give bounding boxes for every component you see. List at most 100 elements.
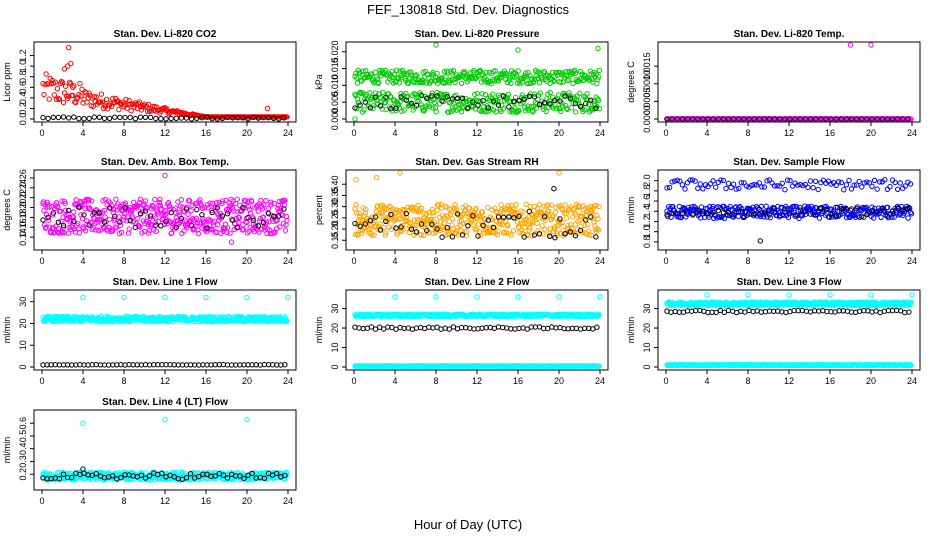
- data-point: [64, 63, 71, 69]
- data-point: [255, 208, 261, 214]
- data-point: [224, 114, 231, 121]
- data-point: [789, 183, 796, 189]
- data-point: [756, 116, 762, 122]
- data-point: [116, 106, 122, 113]
- data-point: [580, 77, 586, 84]
- data-point: [40, 217, 46, 223]
- data-point: [537, 90, 543, 96]
- x-tick-label: 20: [866, 128, 876, 138]
- data-point: [771, 116, 778, 122]
- x-tick-label: 4: [80, 128, 85, 138]
- y-tick-label: 0.0000: [642, 105, 652, 133]
- y-tick-label: 0.6: [18, 81, 28, 94]
- data-point: [163, 116, 169, 122]
- data-point: [369, 94, 375, 101]
- y-tick-label: 0: [330, 364, 340, 369]
- data-point: [52, 79, 58, 85]
- data-point: [490, 91, 496, 97]
- data-point: [282, 227, 289, 233]
- y-tick-label: 0: [18, 364, 28, 369]
- data-point: [595, 76, 601, 83]
- x-tick-label: 4: [704, 128, 709, 138]
- y-tick-label: 0.18: [18, 209, 28, 227]
- data-point: [75, 220, 81, 227]
- data-point: [869, 116, 875, 122]
- y-tick-label: 0.010: [330, 74, 340, 97]
- data-point: [695, 185, 701, 192]
- data-point: [399, 228, 405, 235]
- data-point: [372, 95, 378, 101]
- data-point: [83, 90, 89, 96]
- data-point: [782, 116, 788, 122]
- data-point: [884, 186, 891, 193]
- data-point: [441, 68, 448, 75]
- data-point: [55, 203, 61, 210]
- plot-frame: [33, 289, 297, 371]
- data-point: [82, 228, 89, 234]
- panel-title: Stan. Dev. Line 3 Flow: [737, 277, 842, 288]
- x-tick-label: 16: [513, 376, 523, 386]
- data-point: [60, 224, 67, 230]
- data-point: [547, 89, 553, 96]
- data-point: [91, 114, 98, 120]
- series-1: [664, 203, 915, 222]
- data-point: [900, 116, 906, 122]
- data-point: [234, 196, 241, 203]
- series-1: [40, 44, 290, 120]
- x-tick-label: 16: [513, 256, 523, 266]
- data-point: [563, 105, 570, 112]
- data-point: [874, 186, 880, 192]
- data-point: [439, 91, 445, 98]
- data-point: [418, 79, 425, 86]
- data-point: [543, 108, 549, 115]
- data-point: [194, 206, 200, 213]
- y-tick-label: 0.005: [330, 91, 340, 114]
- data-point: [122, 114, 128, 121]
- y-tick-label: 2.0: [642, 174, 652, 187]
- data-point: [123, 96, 129, 103]
- y-tick-label: 0.40: [330, 175, 340, 193]
- data-point: [66, 44, 72, 51]
- x-tick-label: 20: [866, 376, 876, 386]
- data-point: [568, 105, 575, 111]
- data-point: [846, 177, 852, 184]
- data-point: [194, 115, 200, 122]
- x-tick-label: 24: [907, 128, 917, 138]
- data-point: [164, 106, 170, 112]
- y-tick-label: 0.26: [18, 169, 28, 187]
- series-3: [352, 92, 599, 112]
- data-point: [51, 92, 57, 98]
- data-point: [41, 91, 47, 98]
- data-point: [682, 186, 688, 192]
- data-point: [558, 108, 564, 115]
- data-point: [265, 115, 272, 121]
- y-axis-label: ml/min: [314, 317, 324, 344]
- x-tick-label: 0: [351, 376, 356, 386]
- data-point: [183, 115, 190, 121]
- data-point: [393, 105, 399, 112]
- y-tick-label: 0.8: [18, 70, 28, 83]
- data-point: [583, 100, 589, 107]
- x-tick-label: 12: [472, 128, 482, 138]
- x-tick-label: 20: [242, 376, 252, 386]
- data-point: [577, 103, 584, 110]
- data-point: [815, 186, 821, 193]
- x-tick-label: 20: [866, 256, 876, 266]
- x-tick-label: 0: [663, 376, 668, 386]
- panel-title: Stan. Dev. Li-820 Pressure: [415, 29, 540, 40]
- data-point: [203, 294, 209, 301]
- x-tick-label: 8: [121, 376, 126, 386]
- plot-frame: [657, 41, 921, 123]
- data-point: [884, 116, 891, 122]
- data-point: [552, 97, 558, 104]
- data-point: [43, 224, 49, 230]
- data-point: [399, 67, 406, 74]
- data-point: [823, 116, 829, 122]
- data-point: [868, 42, 874, 48]
- data-point: [397, 170, 403, 176]
- data-point: [405, 80, 411, 87]
- data-point: [572, 70, 579, 77]
- data-point: [908, 116, 914, 122]
